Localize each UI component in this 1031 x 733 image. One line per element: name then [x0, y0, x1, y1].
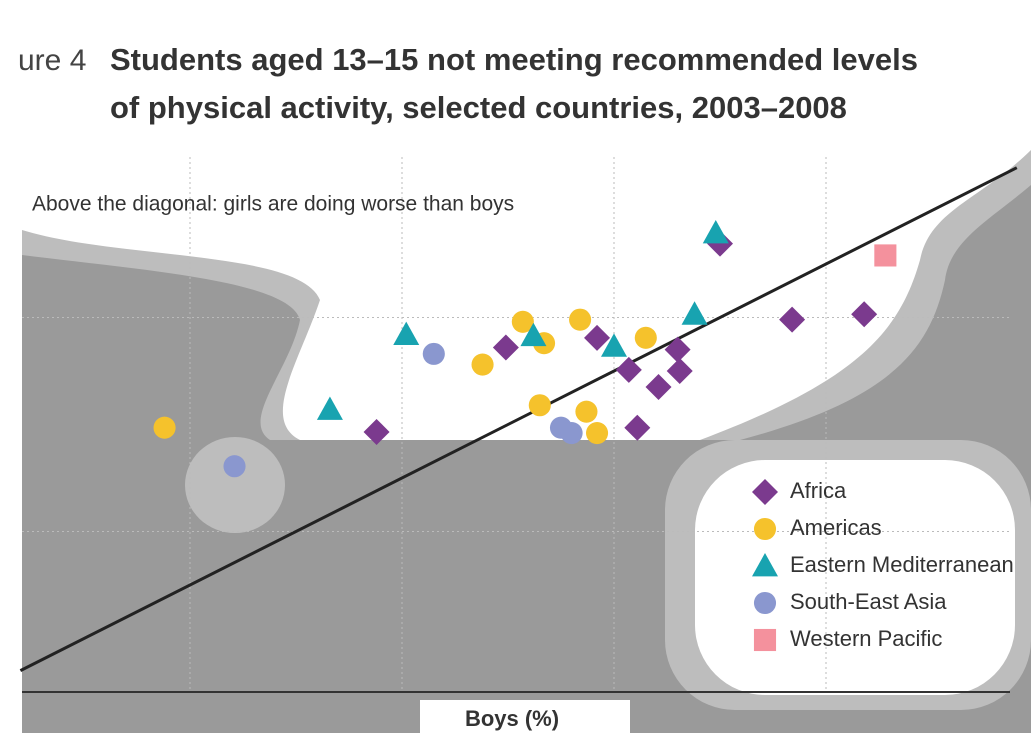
data-point: [520, 322, 547, 347]
data-point: [528, 394, 551, 417]
data-point: [422, 342, 445, 365]
label-background: [420, 700, 630, 733]
overlay-dark: [22, 255, 300, 440]
data-point: [511, 310, 534, 333]
annotation: Above the diagonal: girls are doing wors…: [32, 193, 514, 216]
data-point: [681, 301, 708, 325]
legend-swatch: [753, 591, 777, 615]
legend-label: Western Pacific: [790, 626, 942, 651]
data-point: [874, 244, 897, 267]
data-point: [316, 396, 343, 420]
legend-label: South-East Asia: [790, 589, 947, 614]
data-point: [615, 356, 642, 383]
chart-title: of physical activity, selected countries…: [110, 90, 847, 125]
chart-title: Students aged 13–15 not meeting recommen…: [110, 42, 918, 77]
legend: Africa Americas Eastern Mediterranean South…: [752, 478, 1014, 652]
data-point: [645, 374, 672, 401]
grid: [22, 157, 1010, 692]
data-point: [393, 321, 420, 346]
legend-background: [695, 460, 1015, 695]
data-point: [702, 219, 729, 244]
data-point: [851, 301, 878, 328]
data-point: [363, 418, 390, 445]
data-point: [492, 334, 519, 361]
legend-label: Americas: [790, 515, 882, 540]
data-point: [575, 400, 598, 423]
legend-swatch: [752, 553, 778, 577]
legend-swatch: [752, 479, 778, 505]
data-point: [601, 333, 627, 357]
data-point: [153, 416, 176, 439]
data-point: [560, 422, 583, 445]
data-point: [223, 455, 246, 478]
legend-label: Eastern Mediterranean: [790, 552, 1014, 577]
data-point: [471, 353, 494, 376]
data-point: [634, 326, 657, 349]
data-point: [569, 308, 592, 331]
data-point: [779, 306, 806, 333]
data-point: [585, 422, 609, 445]
data-point: [666, 358, 693, 384]
legend-swatch: [753, 628, 777, 652]
legend-swatch: [753, 517, 777, 541]
data-point: [664, 336, 691, 363]
data-point: [584, 324, 611, 351]
data-point: [624, 414, 651, 441]
marks: [19, 166, 1018, 672]
x-axis-label: Boys (%): [465, 706, 559, 731]
figure-label: ure 4: [18, 44, 86, 77]
legend-label: Africa: [790, 478, 847, 503]
overlay-light: [185, 437, 285, 533]
overlay-dark: [740, 185, 1031, 440]
diagonal-line: [19, 166, 1018, 672]
